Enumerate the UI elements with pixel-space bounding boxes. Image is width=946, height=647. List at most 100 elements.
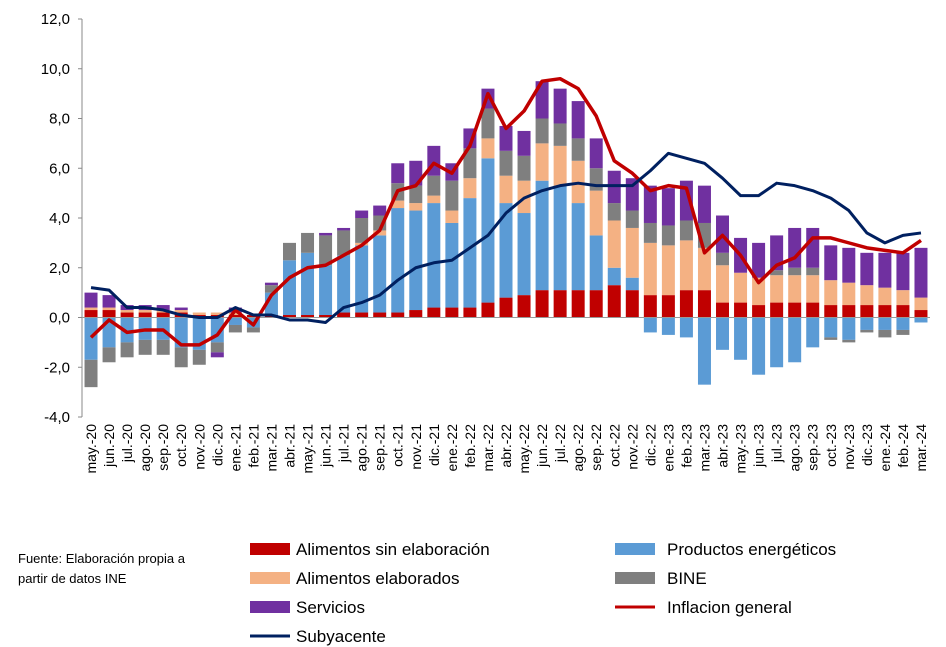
bar-segment (427, 175, 441, 196)
legend-swatch (615, 543, 655, 555)
x-tick-label: jul.-20 (119, 424, 135, 463)
bar-segment (571, 138, 585, 161)
bar-segment (499, 150, 513, 176)
bar-segment (896, 290, 910, 306)
bar-segment (427, 195, 441, 204)
bar-segment (734, 272, 748, 303)
bar-segment (571, 203, 585, 291)
y-tick-label: 2,0 (49, 260, 70, 277)
bar-segment (607, 220, 621, 268)
bar-segment (878, 329, 892, 338)
bar-segment (445, 180, 459, 211)
bar-segment (373, 205, 387, 216)
bar-segment (535, 180, 549, 291)
bar-segment (517, 213, 531, 296)
bar-segment (716, 302, 730, 318)
bar-segment (643, 317, 657, 333)
bar-segment (156, 312, 170, 318)
bar-segment (120, 312, 134, 318)
bar-segment (391, 208, 405, 313)
bar-segment (264, 285, 278, 293)
x-tick-label: dic.-23 (859, 424, 875, 466)
x-tick-label: nov.-20 (191, 424, 207, 470)
bar-segment (319, 235, 333, 266)
bar-segment (481, 158, 495, 303)
bar-segment (824, 317, 838, 338)
x-tick-label: may.-20 (83, 424, 99, 474)
bar-segment (716, 252, 730, 266)
bar-segment (535, 118, 549, 144)
x-tick-label: jun.-21 (318, 424, 334, 468)
bar-segment (481, 108, 495, 139)
bar-segment (192, 312, 206, 316)
bar-segment (679, 240, 693, 291)
legend-label: Productos energéticos (667, 540, 836, 559)
x-tick-label: oct.-23 (823, 424, 839, 467)
bar-segment (84, 359, 98, 388)
bar-segment (84, 310, 98, 318)
bar-segment (463, 148, 477, 179)
bar-segment (156, 305, 170, 311)
bar-segment (84, 307, 98, 311)
bar-segment (481, 302, 495, 318)
bar-segment (860, 305, 874, 318)
x-tick-label: ago.-21 (354, 424, 370, 472)
bar-segment (264, 282, 278, 286)
bar-segment (770, 317, 784, 368)
bar-segment (842, 247, 856, 283)
x-tick-label: ago.-23 (787, 424, 803, 472)
bar-segment (445, 307, 459, 318)
bar-segment (589, 168, 603, 191)
bar-segment (138, 312, 152, 318)
bar-segment (301, 315, 315, 318)
x-tick-label: jul.-22 (552, 424, 568, 463)
bar-segment (896, 252, 910, 291)
x-tick-label: oct.-22 (606, 424, 622, 467)
bar-segment (210, 352, 224, 358)
legend-label: Subyacente (296, 627, 386, 646)
bar-segment (625, 227, 639, 278)
bar-segment (896, 317, 910, 330)
bar-segment (517, 155, 531, 181)
x-tick-label: dic.-20 (209, 424, 225, 466)
bar-segment (661, 317, 675, 335)
bar-segment (174, 347, 188, 368)
bar-segment (138, 339, 152, 355)
bar-segment (716, 317, 730, 350)
bar-segment (246, 327, 260, 333)
bar-segment (752, 242, 766, 278)
y-tick-label: -2,0 (44, 359, 70, 376)
x-tick-label: sep.-20 (155, 424, 171, 471)
bar-segment (788, 302, 802, 318)
bar-segment (824, 245, 838, 281)
bar-segment (824, 280, 838, 306)
bar-segment (499, 203, 513, 298)
x-tick-label: jun.-20 (101, 424, 117, 468)
bar-segment (499, 297, 513, 318)
bar-segment (319, 232, 333, 236)
legend-swatch (615, 572, 655, 584)
bar-segment (535, 290, 549, 318)
legend-swatch (250, 601, 290, 613)
x-tick-label: sep.-22 (588, 424, 604, 471)
x-tick-label: nov.-21 (408, 424, 424, 470)
bar-segment (409, 210, 423, 311)
x-tick-label: feb.-21 (245, 424, 261, 468)
bar-segment (752, 305, 766, 318)
y-tick-label: 8,0 (49, 111, 70, 128)
bar-segment (228, 312, 242, 316)
legend-label: Alimentos elaborados (296, 569, 459, 588)
bar-segment (770, 275, 784, 303)
bar-segment (337, 312, 351, 318)
x-tick-label: feb.-22 (462, 424, 478, 468)
bar-segment (120, 317, 134, 343)
bar-segment (174, 310, 188, 313)
bar-segment (553, 123, 567, 146)
bar-segment (842, 339, 856, 343)
bar-segment (355, 210, 369, 218)
x-tick-label: ene.-23 (660, 424, 676, 472)
bar-segment (842, 305, 856, 318)
x-tick-label: abr.-21 (281, 424, 297, 468)
